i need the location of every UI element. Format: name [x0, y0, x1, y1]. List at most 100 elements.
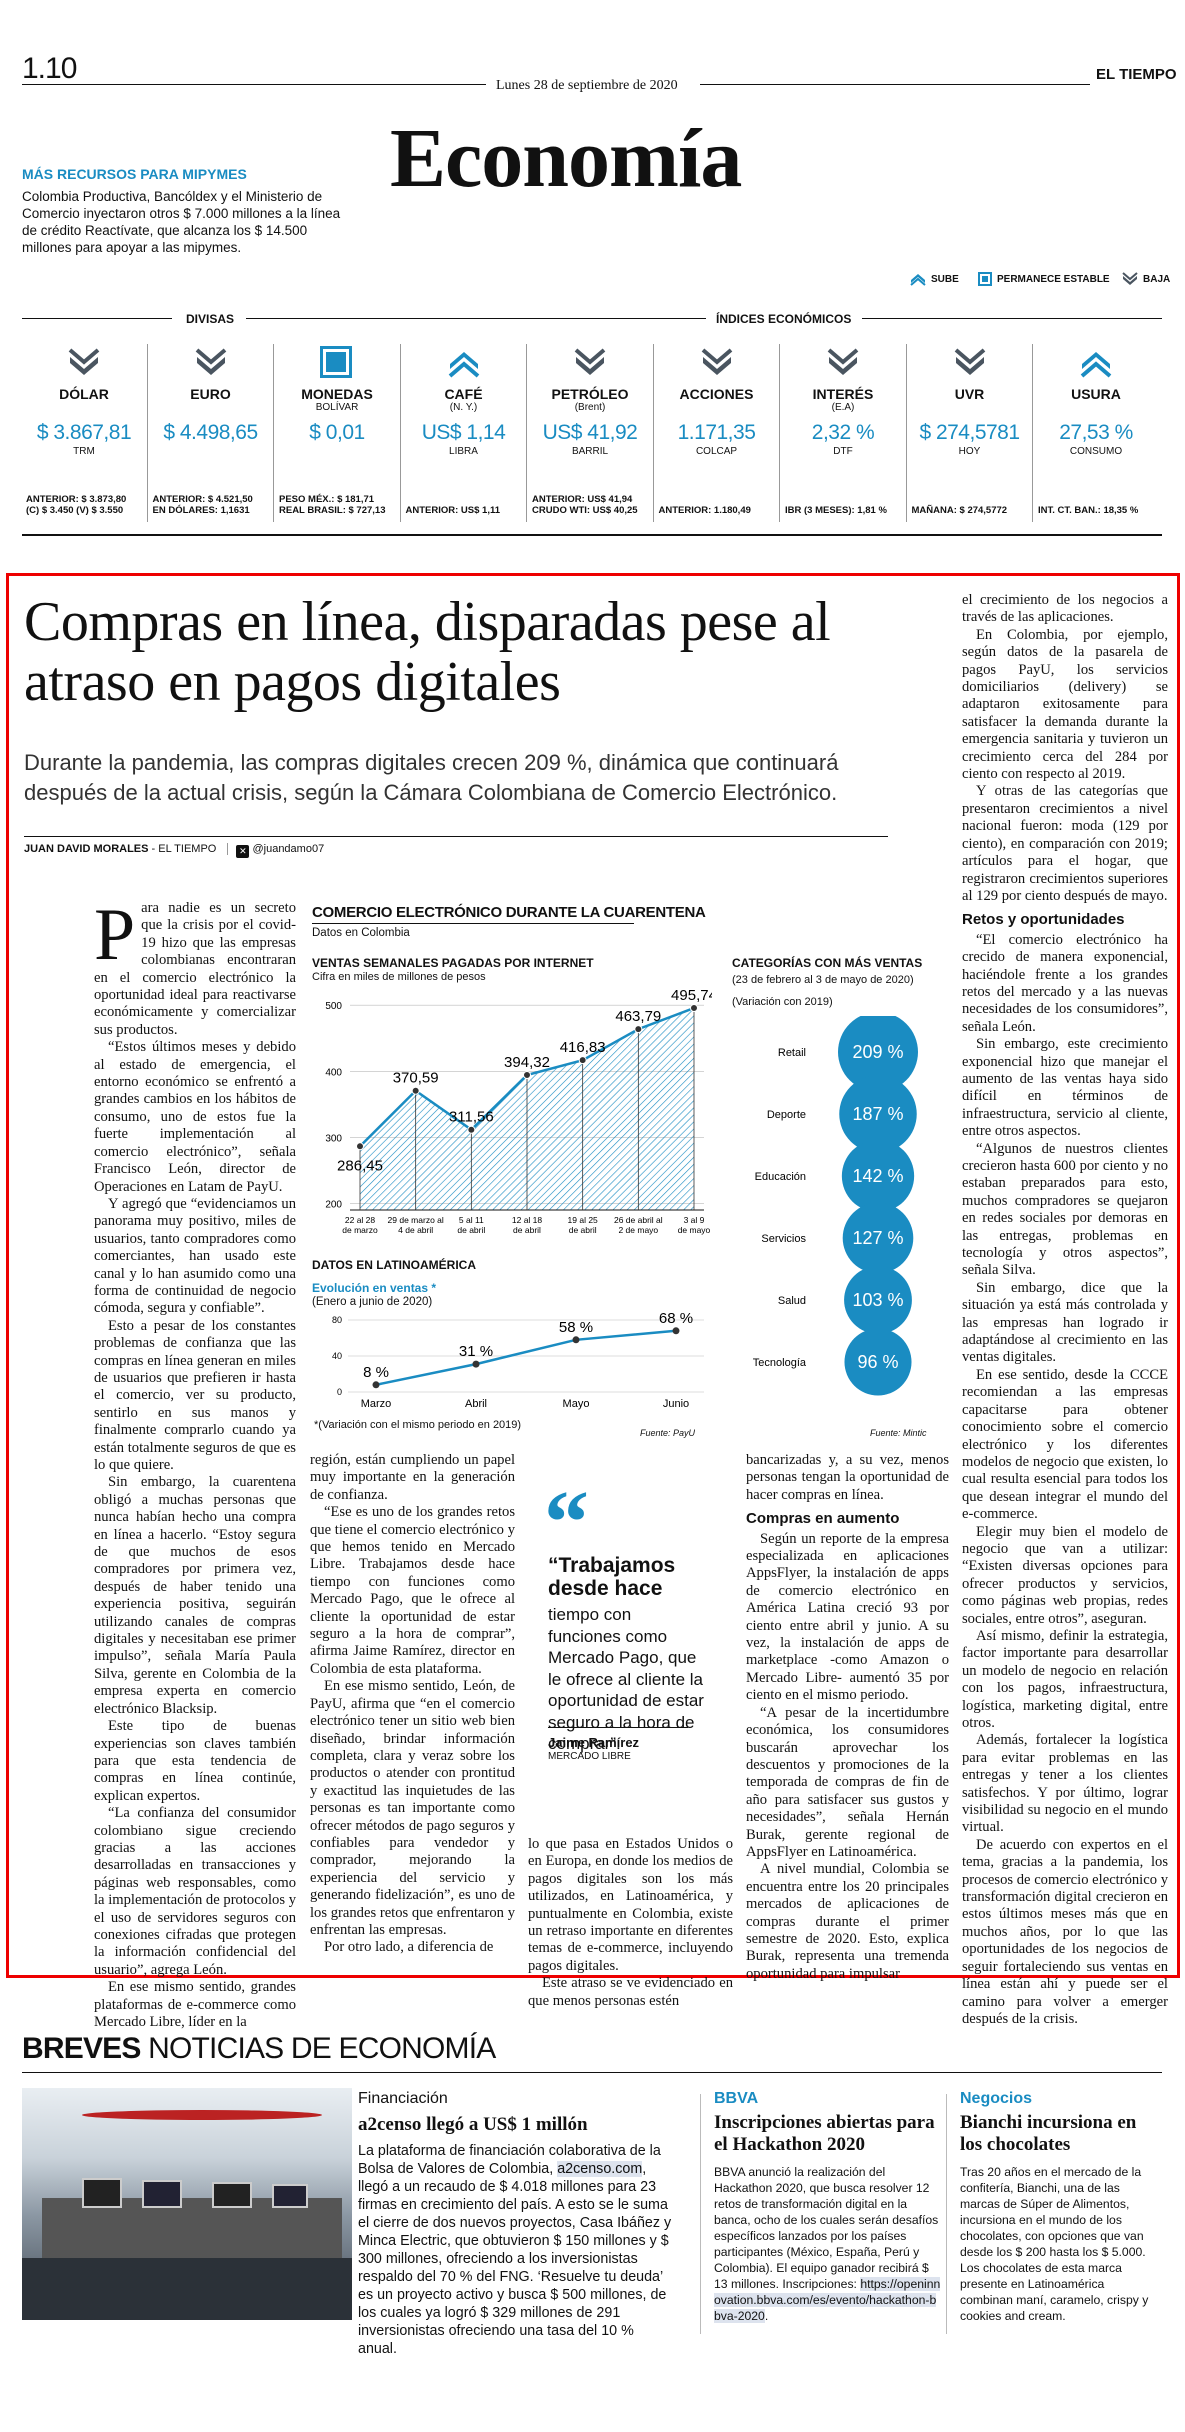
promo-title: MÁS RECURSOS PARA MIPYMES [22, 166, 247, 182]
indicator-value: $ 4.498,65 [163, 421, 258, 444]
down-arrows-icon [1122, 272, 1138, 285]
issue-date: Lunes 28 de septiembre de 2020 [496, 78, 678, 94]
quote-body: tiempo con funciones como Mercado Pago, … [548, 1605, 704, 1753]
indicator-separator [652, 344, 654, 522]
weekly-sales-chart: 200 300 400 500 286,45 22 al 28 de marzo 370,59… [325, 987, 712, 1235]
data-point [411, 1086, 420, 1095]
article-paragraph: Y otras de las categorías que presentaro… [962, 783, 1168, 904]
indicator-unit: CONSUMO [1069, 446, 1123, 457]
indicator-2: MONEDAS BOLÍVAR $ 0,01 PESO MÉX.: $ 181,71 … [275, 334, 399, 524]
category-bubble [841, 1139, 915, 1213]
y-tick-label: 80 [332, 1315, 342, 1325]
indicator-separator [779, 344, 780, 522]
indicator-separator [273, 344, 274, 522]
indicator-value: 27,53 % [1059, 421, 1133, 444]
stable-square-icon [978, 272, 992, 286]
x-category-label: Junio [663, 1398, 689, 1410]
breves-separator [700, 2094, 701, 2334]
category-label: Retail [778, 1047, 806, 1059]
breve-text: La plataforma de financiación colaborati… [358, 2142, 676, 2358]
down-arrows-icon [953, 346, 987, 380]
up-arrows-icon [1079, 346, 1113, 380]
down-arrows-icon [194, 346, 228, 380]
breve-link[interactable]: a2censo.com [557, 2161, 643, 2177]
article-column-5: el crecimiento de los negocios a través … [962, 592, 1168, 2028]
category-value: 103 % [852, 1290, 903, 1310]
data-point [634, 1025, 643, 1034]
category-bubble [839, 1075, 917, 1153]
x-category-label: 26 de abril al 2 de mayo [614, 1215, 663, 1235]
indices-heading: ÍNDICES ECONÓMICOS [716, 312, 852, 326]
indicator-value: US$ 1,14 [421, 421, 506, 444]
twitter-handle[interactable]: ✕ @juandamo07 [227, 843, 325, 858]
indicator-footnote: ANTERIOR: 1.180,49 [658, 505, 751, 516]
divisas-rule-l [22, 318, 172, 319]
indicator-separator [146, 344, 148, 522]
newspaper-brand: EL TIEMPO [1096, 66, 1177, 83]
data-point [672, 1327, 680, 1335]
header-rule-left [22, 84, 486, 85]
quote-author: Jaime Ramírez [548, 1735, 640, 1750]
indicator-sub [908, 402, 1032, 413]
categories-source: Fuente: Mintic [870, 1428, 927, 1438]
quote-rule [548, 1727, 688, 1728]
article-paragraph: “Ese es uno de los grandes retos que tie… [310, 1504, 515, 1677]
y-tick-label: 300 [325, 1133, 342, 1144]
indicator-name: INTERÉS [812, 386, 874, 402]
data-label: 416,83 [560, 1039, 606, 1056]
indicator-sub: BOLÍVAR [315, 402, 359, 413]
article-paragraph: A nivel mundial, Colombia se encuentra e… [746, 1861, 949, 1982]
article-headline: Compras en línea, disparadas pese al atr… [24, 591, 831, 713]
indicator-7: UVR $ 274,5781 HOY MAÑANA: $ 274,5772 [908, 334, 1032, 524]
article-paragraph: En ese mismo sentido, grandes plataforma… [94, 1979, 296, 2030]
data-label: 68 % [659, 1310, 693, 1327]
indicator-sub: (N. Y.) [449, 402, 478, 413]
author-outlet: - EL TIEMPO [148, 843, 217, 855]
data-label: 311,56 [449, 1109, 494, 1126]
quote-mark-icon: “ [544, 1473, 589, 1572]
article-paragraph: región, están cumpliendo un papel muy im… [310, 1452, 515, 1503]
promo-text: Colombia Productiva, Bancóldex y el Mini… [22, 189, 341, 255]
category-label: Educación [755, 1171, 806, 1183]
indicator-value: $ 0,01 [309, 421, 365, 444]
indicator-separator [905, 344, 907, 522]
article-paragraph: Además, fortalecer la logística para evi… [962, 1732, 1168, 1836]
legend-stable: PERMANECE ESTABLE [978, 272, 1110, 286]
subheading-compras-en-aumento: Compras en aumento [746, 1510, 900, 1528]
article-column-4: bancarizadas y, a su vez, menos personas… [746, 1452, 949, 1983]
indicator-1: EURO $ 4.498,65 ANTERIOR: $ 4.521,50 EN D… [149, 334, 273, 524]
indicator-value: $ 274,5781 [919, 421, 1020, 444]
up-arrows-icon [910, 274, 926, 286]
page-number: 1.10 [22, 52, 77, 85]
data-point [523, 1071, 531, 1080]
category-value: 127 % [852, 1228, 903, 1248]
chart-subtitle: Datos en Colombia [312, 927, 410, 939]
monitor-2 [142, 2180, 182, 2208]
category-value: 209 % [852, 1042, 903, 1062]
article-dek: Durante la pandemia, las compras digital… [24, 750, 839, 805]
y-tick-label: 400 [325, 1067, 342, 1078]
article-paragraph: bancarizadas y, a su vez, menos personas… [746, 1452, 949, 1503]
stable-square-icon [320, 346, 354, 380]
category-label: Servicios [761, 1233, 806, 1245]
latam-chart-title: DATOS EN LATINOAMÉRICA [312, 1258, 476, 1272]
article-paragraph: Sin embargo, dice que la situación ya es… [962, 1279, 1168, 1366]
indicator-value: 1.171,35 [677, 421, 756, 444]
article-paragraph: “Algunos de nuestros clientes crecieron … [962, 1140, 1168, 1279]
article-paragraph: “El comercio electrónico ha crecido de m… [962, 931, 1168, 1035]
x-category-label: 3 al 9 de mayo [678, 1215, 711, 1235]
twitter-icon: ✕ [236, 845, 250, 858]
weekly-chart-title: VENTAS SEMANALES PAGADAS POR INTERNET [312, 956, 594, 970]
chart-title: COMERCIO ELECTRÓNICO DURANTE LA CUARENTE… [312, 904, 706, 921]
monitor-3 [212, 2182, 252, 2208]
indicator-value: $ 3.867,81 [36, 421, 132, 444]
article-paragraph: Esto a pesar de los constantes problemas… [94, 1317, 296, 1473]
data-point [578, 1056, 587, 1065]
category-bubble [838, 1016, 918, 1092]
data-point [356, 1142, 364, 1151]
breve-category: BBVA [714, 2090, 759, 2107]
category-bubble [842, 1202, 914, 1274]
indicator-separator [399, 344, 401, 522]
twitter-handle-text: @juandamo07 [252, 843, 325, 855]
article-paragraph: Sin embargo, la cuarentena obligó a much… [94, 1474, 296, 1717]
